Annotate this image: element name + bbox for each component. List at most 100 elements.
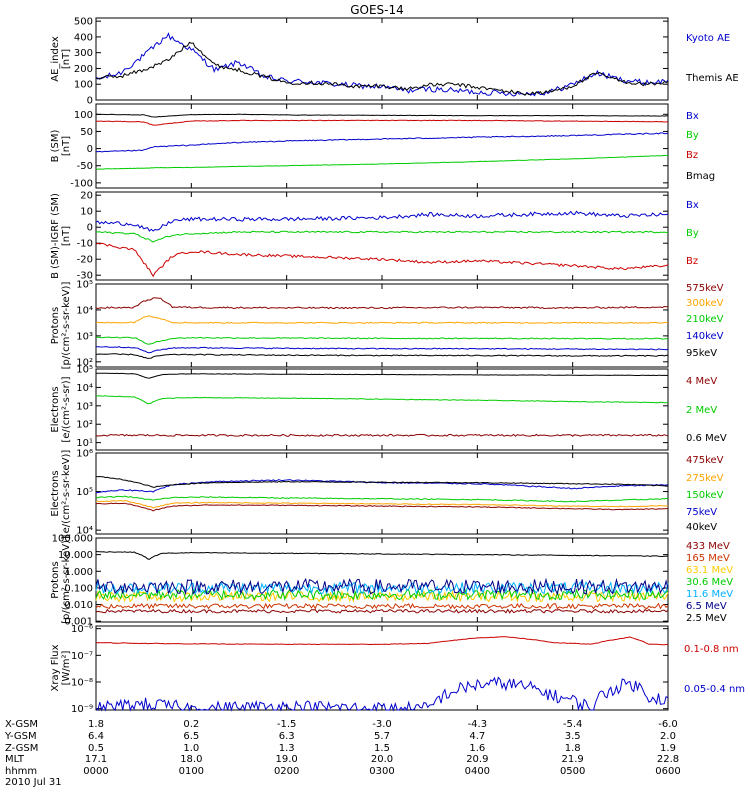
footer-row-label: X-GSM [5,719,38,730]
y-axis-label-line: [e/(cm²-s-sr)] [61,376,72,442]
footer-row-label: 2010 Jul 31 [5,777,62,788]
panel-electrons-mev: 10¹ 10² 10³ 10⁴ 10⁵ Electrons[e/(cm²-s-sr)] 4 … [50,365,727,451]
footer-row-label: Y-GSM [4,731,37,742]
series-line-150kev [95,495,669,503]
y-tick-label: 0.010 [64,600,93,611]
series-line-kyoto-ae [95,32,669,97]
legend-entry: Bmag [686,171,715,182]
series-line-themis-ae [95,41,669,96]
series-line-0-6-mev [96,372,669,379]
footer-value: 20.9 [466,754,488,765]
series-line-475kev [95,502,669,512]
y-axis-label-line: [p/(cm²-s-sr-keV)] [61,282,72,370]
legend-entry: 300keV [686,298,724,309]
y-tick-label: -30 [77,271,93,282]
footer-value: 18.0 [180,754,202,765]
panel-protons-mev: 0.0010.0100.1001.00010.000100.000Protons… [50,534,733,628]
y-tick-label: -10 [77,239,93,250]
legend-entry: 150keV [686,490,724,501]
y-tick-label: 100 [74,80,93,91]
y-tick-label: 10⁻⁸ [71,678,93,689]
series-line-bx [95,210,669,232]
y-axis-label: Xray Flux[W/m²] [50,644,72,691]
legend-entry: 0.05-0.4 nm [684,684,745,695]
y-tick-label: -20 [77,255,93,266]
series-line-0-05-0-4-nm [95,676,669,712]
footer-value: -5.4 [563,719,583,730]
footer-value: 6.5 [183,731,199,742]
legend-entry: 95keV [686,348,717,359]
series-line-210kev [95,336,669,345]
series-line-4-mev [95,433,669,437]
y-axis-label: Electrons[e/(cm²-s-sr)] [50,376,72,442]
footer-value: 22.8 [657,754,679,765]
footer-value: 0600 [655,766,680,777]
footer-value: 0100 [179,766,204,777]
y-axis-label-line: [nT] [61,136,72,156]
legend-entry: 2 MeV [686,405,717,416]
legend-entry: 433 MeV [686,541,730,552]
footer-row-label: Z-GSM [5,743,38,754]
y-tick-label: 10⁻⁹ [71,704,93,715]
y-tick-label: 10² [76,420,93,431]
footer-value: 0300 [369,766,394,777]
y-tick-label: 10³ [76,331,93,342]
y-axis-label: B (SM)[nT] [50,129,72,162]
footer-value: 6.3 [279,731,295,742]
panel-electrons-kev: 10⁴ 10⁵ 10⁶ Electrons[e/(cm²-s-sr-keV)] 475k… [50,449,724,538]
y-tick-label: 500 [74,17,93,28]
y-tick-label: 200 [74,64,93,75]
y-axis-label: Protons[p/(cm²-s-sr-keV)] [50,282,72,370]
footer-value: 0.2 [183,719,199,730]
legend-entry: Themis AE [685,73,739,84]
series-line-433-mev [95,608,669,614]
y-axis-label-line: [nT] [61,226,72,246]
y-tick-label: 10⁵ [76,487,93,498]
legend-entry: Kyoto AE [686,33,730,44]
footer-value: -1.5 [277,719,297,730]
legend-entry: 0.1-0.8 nm [684,644,739,655]
panel-frame [95,103,669,189]
y-tick-label: 400 [74,32,93,43]
footer-value: 1.8 [88,719,104,730]
y-axis-label-line: [nT] [61,49,72,69]
y-axis-label-line: B (SM)-IGRF (SM) [50,193,61,279]
footer-value: 0000 [83,766,108,777]
footer-value: 1.3 [279,743,295,754]
y-axis-label: B (SM)-IGRF (SM)[nT] [50,193,72,279]
y-tick-label: 10⁴ [76,383,93,394]
panel-xray: 10⁻⁹ 10⁻⁸ 10⁻⁷ 10⁻⁶ Xray Flux[W/m²] 0.1-0.8 n… [50,624,745,715]
series-line-6-5-mev [95,577,669,596]
footer-value: -3.0 [372,719,392,730]
y-tick-label: 0 [87,144,93,155]
panel-b-minus-igrf: -30 -20 -10 0 10 20 B (SM)-IGRF (SM)[nT] Bx By Bz [50,191,699,282]
y-tick-label: 20 [80,191,93,202]
panel-frame [95,17,669,101]
legend-entry: 475keV [686,455,724,466]
y-axis-label-line: Electrons [50,386,61,432]
footer-value: 3.5 [565,731,581,742]
legend-entry: 0.6 MeV [686,433,727,444]
legend-entry: Bz [686,150,698,161]
legend-entry: 40keV [686,522,717,533]
y-tick-label: -50 [77,161,93,172]
y-tick-label: 10⁴ [76,305,93,316]
footer-value: 1.6 [469,743,485,754]
footer-value: 21.9 [562,754,584,765]
y-tick-label: -100 [70,178,93,189]
y-tick-label: 10³ [76,401,93,412]
footer-value: 0200 [274,766,299,777]
footer-value: 4.7 [469,731,485,742]
y-tick-label: 10⁻⁶ [71,624,93,635]
series-line-2-5-mev [96,551,669,560]
y-axis-label-line: Protons [50,307,61,344]
y-tick-label: 0.001 [64,617,93,628]
y-axis-label: Electrons[e/(cm²-s-sr-keV)] [50,450,72,538]
series-line-575kev [95,297,668,310]
footer-value: 6.4 [88,731,104,742]
y-axis-label-line: [W/m²] [61,650,72,685]
y-tick-label: 10² [76,357,93,368]
footer-value: 0400 [465,766,490,777]
footer-value: 1.0 [183,743,199,754]
